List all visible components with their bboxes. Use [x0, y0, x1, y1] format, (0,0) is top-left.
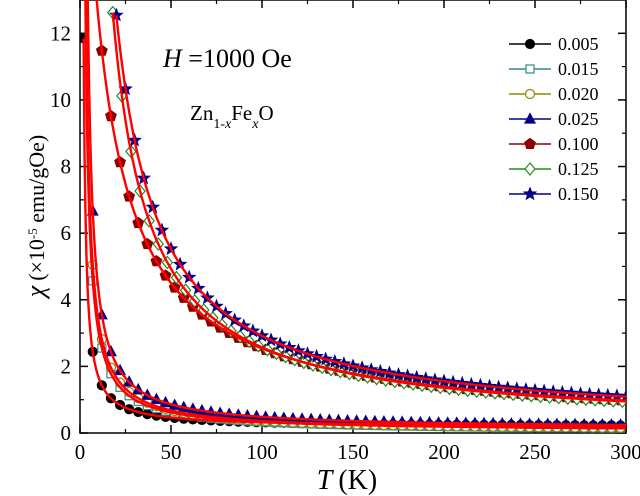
x-axis-label: T (K): [317, 465, 377, 496]
legend-marker: [524, 112, 536, 124]
legend-label: 0.025: [558, 109, 599, 129]
legend: 0.005 0.015 0.020 0.025 0.100 0.125 0.150: [509, 34, 599, 204]
fit-curve-0.125: [111, 12, 626, 403]
fit-curve-0.025: [86, 0, 626, 427]
legend-label: 0.150: [558, 184, 599, 204]
legend-label: 0.100: [558, 134, 599, 154]
field-annotation: H =1000 Oe: [162, 44, 292, 73]
legend-marker: [524, 38, 536, 50]
x-tick-label: 0: [75, 440, 86, 464]
legend-marker: [524, 88, 536, 100]
y-tick-label: 2: [61, 354, 72, 378]
y-tick-label: 8: [61, 155, 72, 179]
legend-label: 0.005: [558, 34, 599, 54]
fit-curves: [82, 0, 626, 430]
series-0.100: [95, 44, 626, 406]
y-tick-label: 0: [61, 421, 72, 445]
legend-marker: [524, 137, 536, 149]
axis-ticks: 0 50 100 150 200 250 300 0 2 4 6 8 10 12: [50, 0, 640, 464]
legend-label: 0.015: [558, 59, 599, 79]
data-layer: [80, 0, 626, 433]
y-tick-label: 4: [61, 288, 72, 312]
legend-label: 0.125: [558, 159, 599, 179]
x-tick-label: 200: [428, 440, 460, 464]
y-axis-label: χ(×10-5 emu/gOe): [21, 135, 50, 301]
x-tick-label: 150: [337, 440, 369, 464]
legend-marker: [522, 186, 538, 201]
fit-curve-0.020: [84, 0, 626, 430]
y-tick-label: 12: [50, 21, 71, 45]
x-tick-label: 100: [246, 440, 278, 464]
y-tick-label: 10: [50, 88, 71, 112]
legend-marker: [524, 162, 536, 176]
legend-marker: [525, 64, 535, 74]
x-tick-label: 250: [519, 440, 551, 464]
y-tick-label: 6: [61, 221, 72, 245]
formula-annotation: Zn1-xFexO: [190, 101, 274, 132]
x-tick-label: 50: [161, 440, 182, 464]
fit-curve-0.150: [115, 15, 626, 398]
legend-label: 0.020: [558, 84, 599, 104]
x-tick-label: 300: [610, 440, 640, 464]
